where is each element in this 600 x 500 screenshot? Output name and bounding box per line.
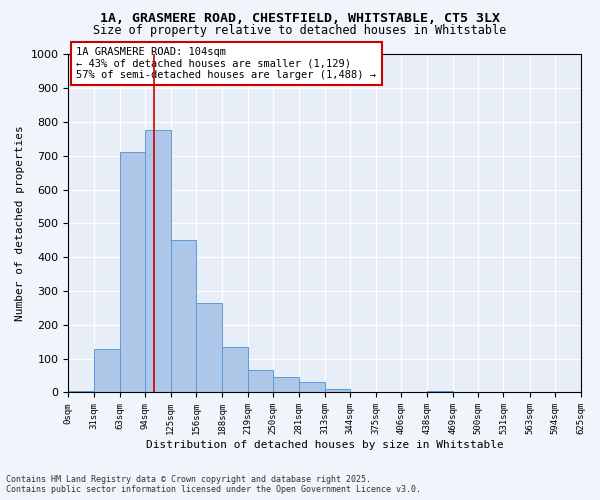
Text: 1A GRASMERE ROAD: 104sqm
← 43% of detached houses are smaller (1,129)
57% of sem: 1A GRASMERE ROAD: 104sqm ← 43% of detach… <box>76 46 376 80</box>
Bar <box>299 382 325 392</box>
Bar <box>325 389 350 392</box>
Bar <box>94 348 120 393</box>
Text: Size of property relative to detached houses in Whitstable: Size of property relative to detached ho… <box>94 24 506 37</box>
Bar <box>223 347 248 393</box>
Bar <box>248 370 273 392</box>
Text: Contains HM Land Registry data © Crown copyright and database right 2025.
Contai: Contains HM Land Registry data © Crown c… <box>6 474 421 494</box>
Bar <box>196 303 223 392</box>
Bar <box>171 240 196 392</box>
Bar <box>145 130 171 392</box>
X-axis label: Distribution of detached houses by size in Whitstable: Distribution of detached houses by size … <box>146 440 503 450</box>
Text: 1A, GRASMERE ROAD, CHESTFIELD, WHITSTABLE, CT5 3LX: 1A, GRASMERE ROAD, CHESTFIELD, WHITSTABL… <box>100 12 500 26</box>
Bar <box>120 152 145 392</box>
Bar <box>427 391 452 392</box>
Bar <box>273 378 299 392</box>
Y-axis label: Number of detached properties: Number of detached properties <box>15 126 25 321</box>
